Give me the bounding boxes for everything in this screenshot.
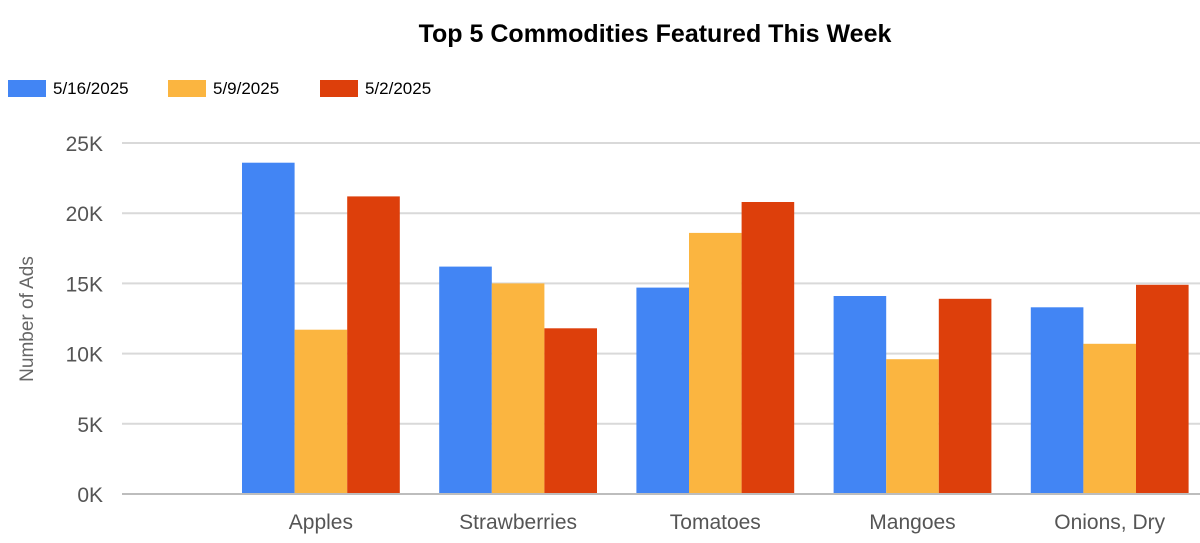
bar-tomatoes-series-1	[636, 287, 689, 494]
y-tick-label: 25K	[66, 133, 103, 156]
bar-strawberries-series-2	[491, 283, 545, 494]
bar-mangoes-series-3	[938, 298, 992, 494]
legend-swatch	[168, 80, 206, 97]
y-tick-label: 15K	[66, 273, 103, 296]
y-axis-title: Number of Ads	[17, 256, 38, 382]
bars	[242, 162, 1189, 494]
x-tick-label: Strawberries	[459, 511, 577, 534]
bar-onions-dry-series-1	[1030, 307, 1084, 494]
x-tick-label: Mangoes	[869, 511, 955, 534]
bar-mangoes-series-2	[886, 359, 939, 494]
legend-swatch	[320, 80, 358, 97]
bar-tomatoes-series-3	[741, 202, 795, 494]
y-tick-label: 0K	[77, 484, 103, 507]
bar-onions-dry-series-3	[1136, 284, 1189, 494]
y-axis-ticks: 0K 5K 10K 15K 20K 25K	[66, 133, 103, 507]
legend-label: 5/16/2025	[53, 79, 129, 98]
legend-label: 5/2/2025	[365, 79, 431, 98]
y-tick-label: 10K	[66, 344, 103, 367]
legend-swatch	[8, 80, 46, 97]
x-tick-label: Onions, Dry	[1054, 511, 1165, 534]
bar-strawberries-series-1	[439, 266, 492, 494]
y-tick-label: 5K	[77, 414, 103, 437]
x-tick-label: Tomatoes	[670, 511, 761, 534]
y-tick-label: 20K	[66, 203, 103, 226]
bar-tomatoes-series-2	[689, 232, 742, 494]
bar-apples-series-2	[294, 329, 348, 494]
chart-title: Top 5 Commodities Featured This Week	[419, 20, 892, 48]
bar-onions-dry-series-2	[1083, 343, 1136, 494]
bar-apples-series-1	[242, 162, 295, 494]
bar-apples-series-3	[347, 196, 400, 494]
bar-mangoes-series-1	[833, 296, 887, 494]
legend-label: 5/9/2025	[213, 79, 279, 98]
x-tick-label: Apples	[289, 511, 353, 534]
legend: 5/16/2025 5/9/2025 5/2/2025	[8, 79, 431, 98]
x-axis-ticks: Apples Strawberries Tomatoes Mangoes Onions,…	[289, 511, 1166, 534]
bar-strawberries-series-3	[544, 328, 597, 494]
